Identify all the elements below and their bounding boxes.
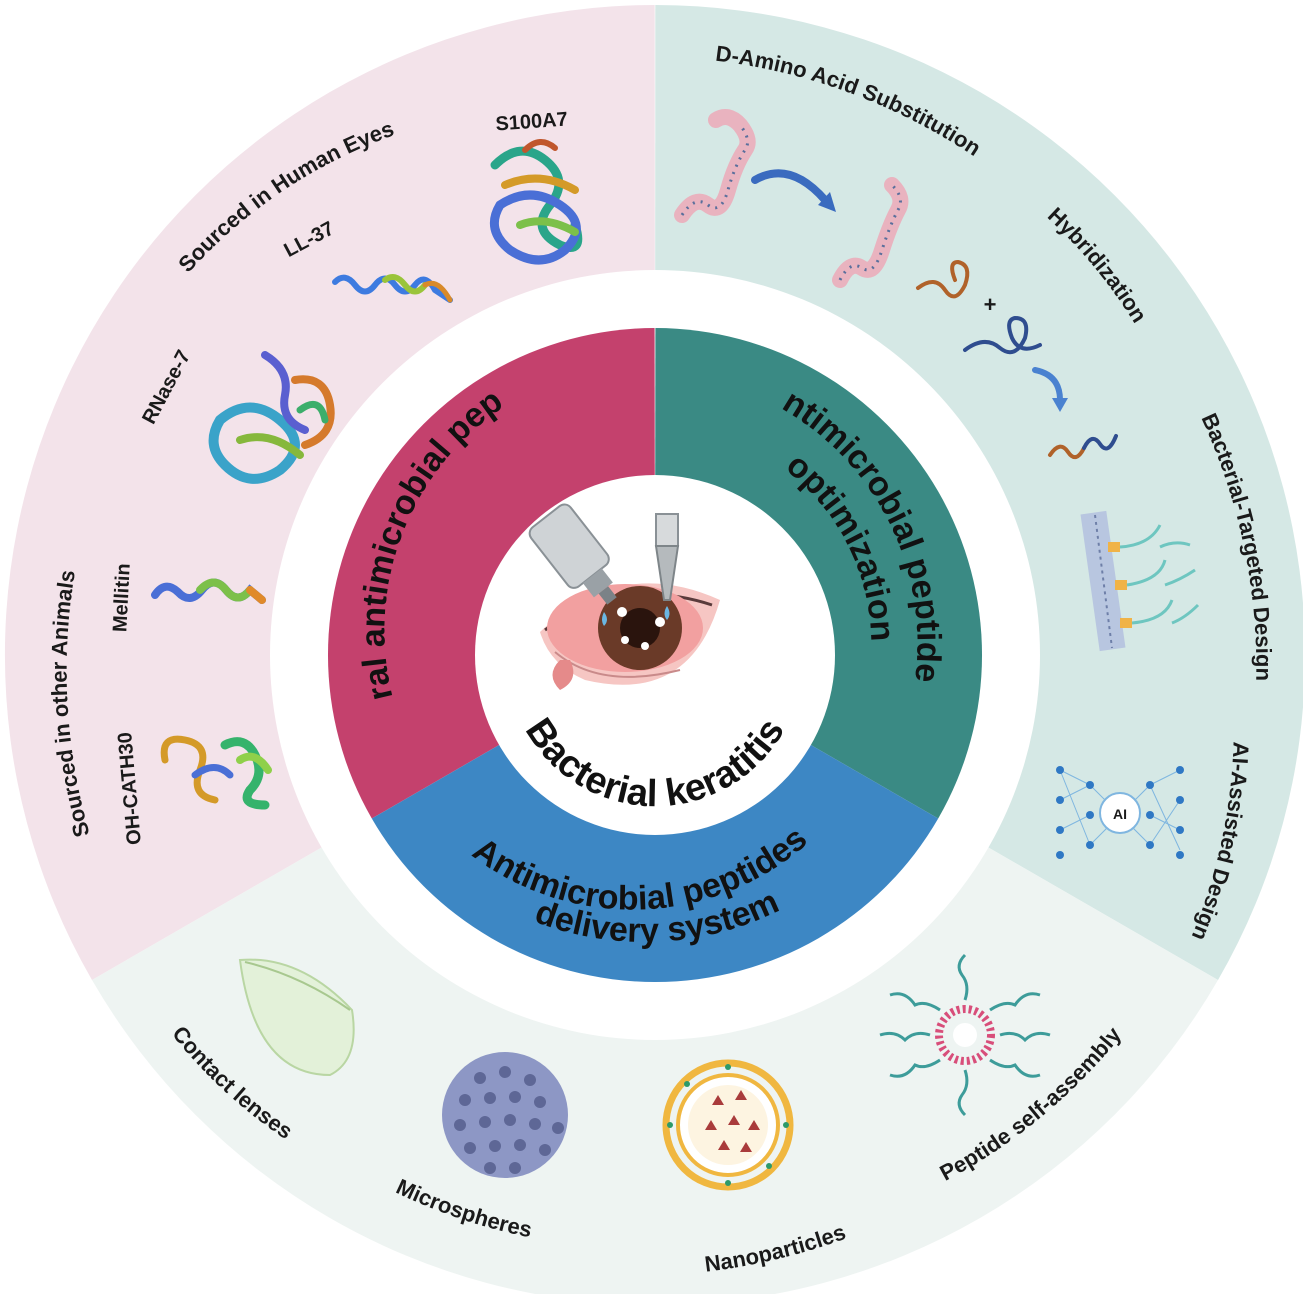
dropper-bottle-icon (528, 503, 617, 626)
oh-cath30-structure-icon (160, 735, 272, 810)
self-assembly-icon (879, 953, 1051, 1117)
microsphere-icon (442, 1052, 568, 1178)
d-amino-substitution-icon (674, 108, 909, 288)
peptide-label-s100a7: S100A7 (495, 109, 569, 136)
bacterial-membrane-icon (1080, 510, 1200, 652)
contact-lens-icon (238, 958, 355, 1077)
peptide-label-mellitin: Mellitin (109, 563, 135, 633)
s100a7-structure-icon (489, 139, 583, 265)
pupil (620, 608, 660, 648)
ai-badge: AI (1113, 806, 1127, 822)
rnase7-structure-icon (208, 351, 335, 484)
hybridization-icon: + (916, 259, 1118, 460)
neural-network-icon: AI (1056, 766, 1184, 859)
ll37-structure-icon (332, 273, 453, 303)
nanoparticle-icon (662, 1059, 794, 1191)
mellitin-structure-icon (151, 578, 266, 604)
eye-illustration (540, 583, 720, 690)
pipette-icon (654, 513, 680, 620)
plus-sign: + (984, 292, 997, 317)
